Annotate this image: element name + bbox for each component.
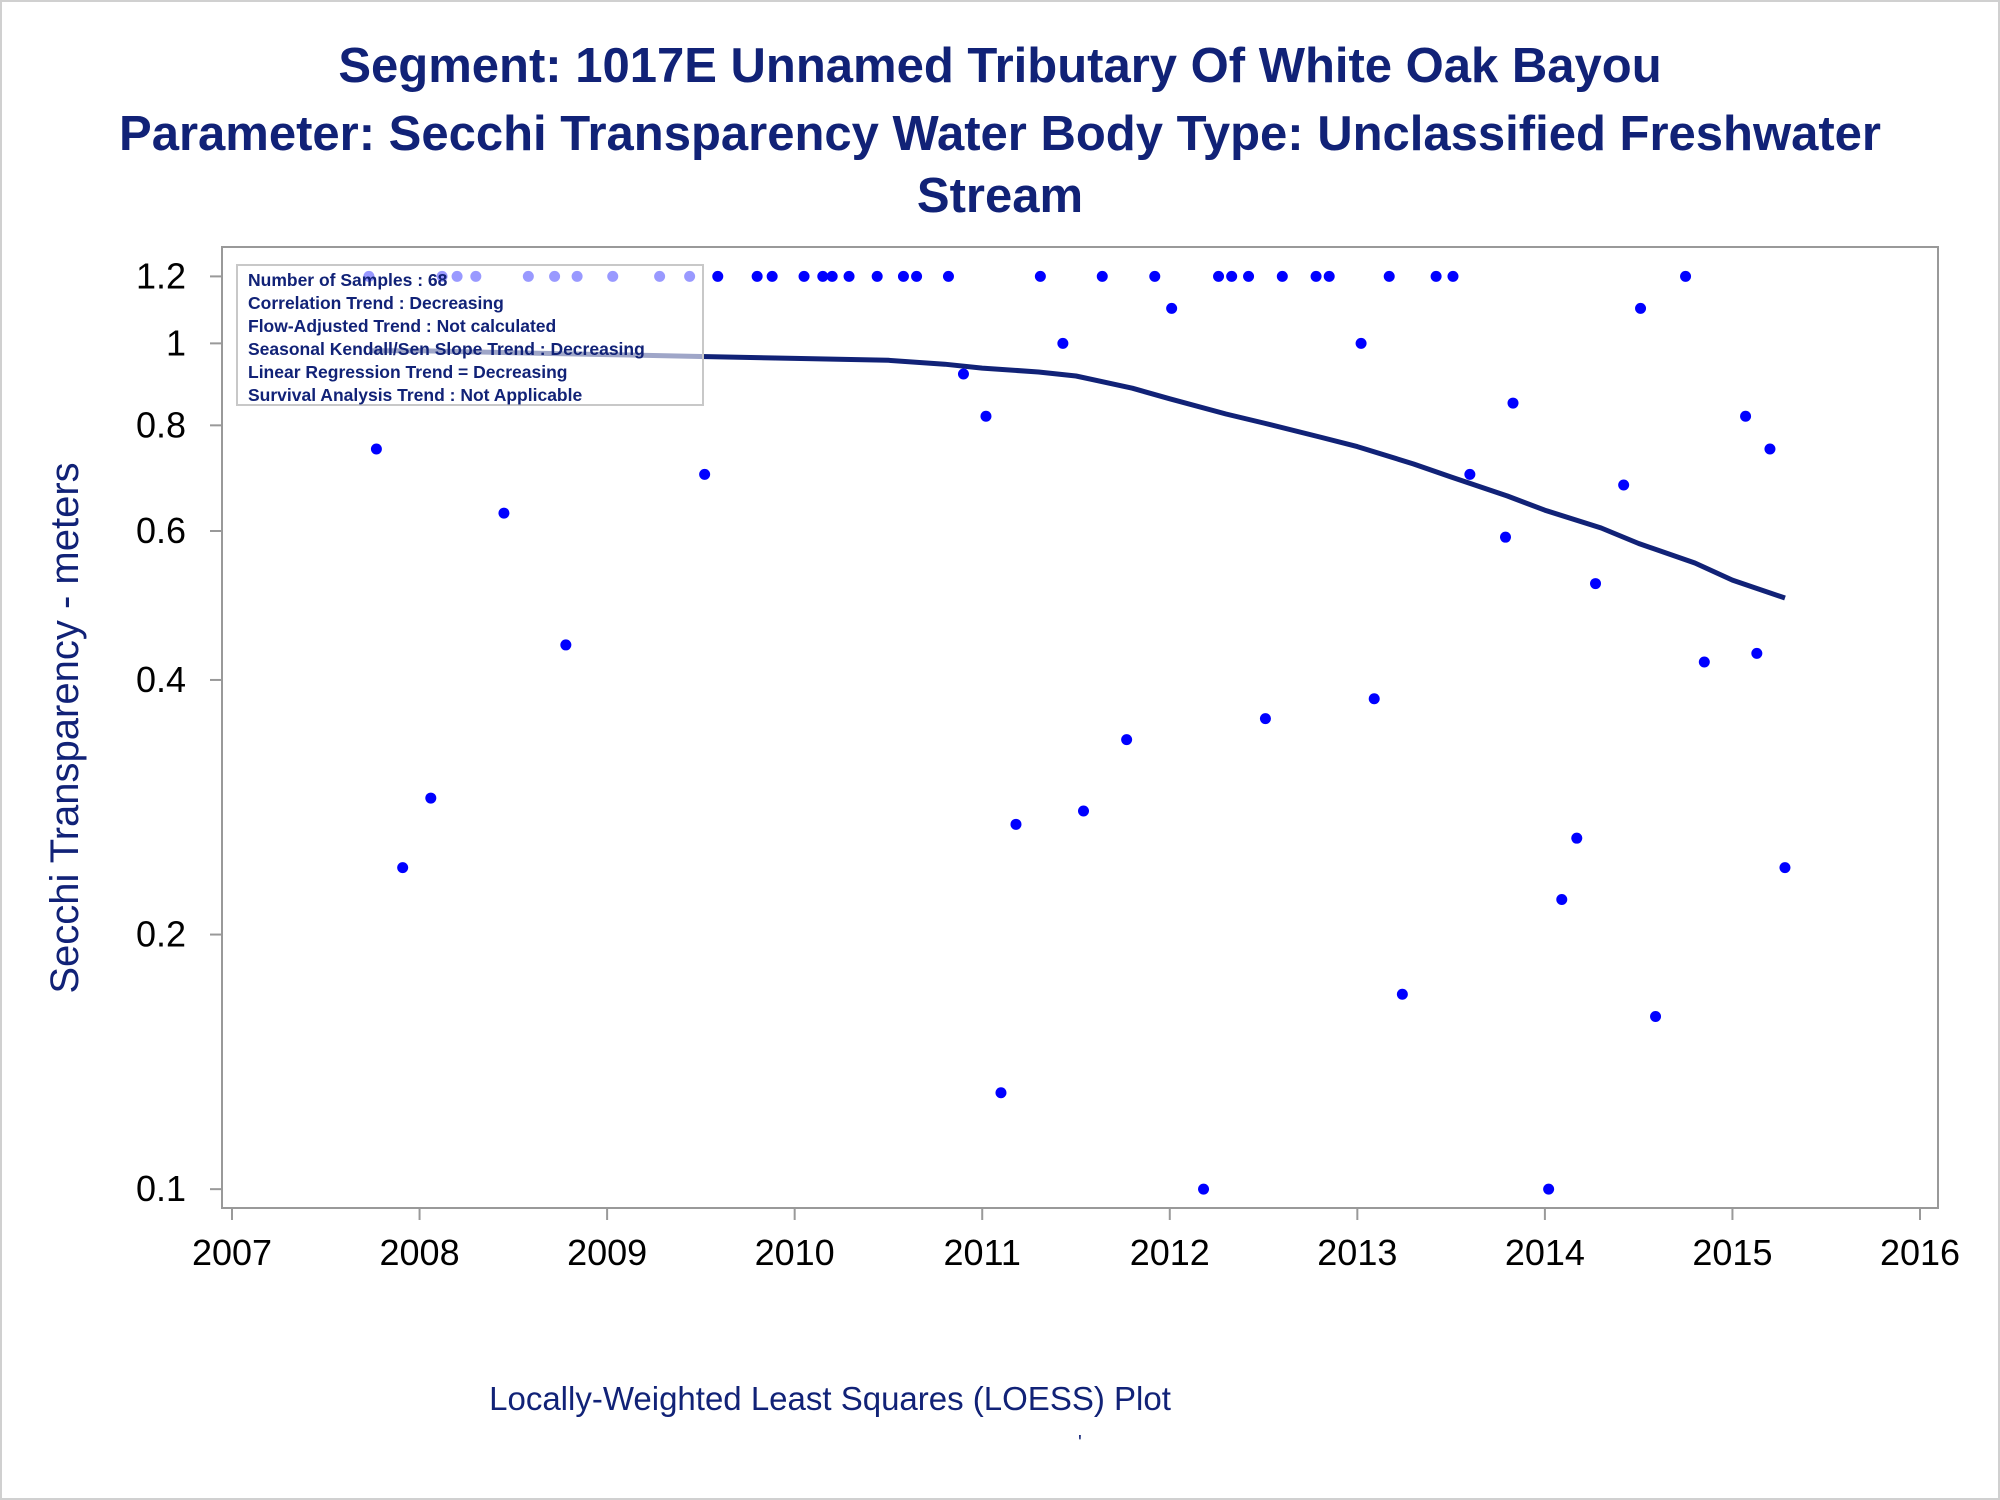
data-point [1368,693,1380,705]
stats-linear-regression-trend: Linear Regression Trend = Decreasing [248,362,568,382]
data-point [1010,818,1022,830]
data-point [798,270,810,282]
data-point [766,270,778,282]
y-tick-label: 1.2 [136,255,186,296]
data-point [1276,270,1288,282]
footnote-mark: ' [1078,1432,1082,1454]
data-point [843,270,855,282]
y-tick-label: 1 [166,322,186,363]
data-point [1500,531,1512,543]
data-point [1635,302,1647,314]
data-point [871,270,883,282]
data-point [957,368,969,380]
data-point [1383,270,1395,282]
data-point [1571,832,1583,844]
data-point [1740,410,1752,422]
data-point [1057,337,1069,349]
stats-box: Number of Samples : 68 Correlation Trend… [236,264,704,406]
data-point [1034,270,1046,282]
x-tick-label: 2008 [380,1232,460,1273]
stats-correlation-trend: Correlation Trend : Decreasing [248,293,504,313]
data-point [1355,337,1367,349]
y-tick-label: 0.1 [136,1168,186,1209]
chart-title-line-1: Segment: 1017E Unnamed Tributary Of Whit… [338,39,1662,93]
y-axis-label: Secchi Transparency - meters [43,462,87,993]
data-point [1121,734,1133,746]
x-tick-label: 2007 [192,1232,272,1273]
data-point [1698,656,1710,668]
stats-number-of-samples: Number of Samples : 68 [248,270,448,290]
x-tick-label: 2011 [944,1232,1021,1273]
data-point [1618,479,1630,491]
x-tick-label: 2014 [1505,1232,1585,1273]
stats-seasonal-kendall-trend: Seasonal Kendall/Sen Slope Trend : Decre… [248,339,645,359]
data-point [1751,647,1763,659]
y-tick-label: 0.6 [136,510,186,551]
data-point [1149,270,1161,282]
data-point [1447,270,1459,282]
data-point [1166,302,1178,314]
y-tick-label: 0.8 [136,404,186,445]
data-point [1764,443,1776,455]
data-point [1323,270,1335,282]
data-point [1680,270,1692,282]
stats-flow-adjusted-trend: Flow-Adjusted Trend : Not calculated [248,316,557,336]
x-tick-label: 2010 [755,1232,835,1273]
data-point [980,410,992,422]
x-tick-label: 2016 [1880,1232,1960,1273]
chart-title-line-3: Stream [916,169,1084,223]
data-point [1213,270,1225,282]
data-point [826,270,838,282]
data-point [817,270,829,282]
data-point [897,270,909,282]
data-point [1096,270,1108,282]
y-tick-label: 0.2 [136,914,186,955]
data-point [1650,1011,1662,1023]
chart-title-line-2: Parameter: Secchi Transparency Water Bod… [119,107,1881,161]
data-point [425,792,437,804]
data-point [370,443,382,455]
data-point [1259,713,1271,725]
data-point [1198,1183,1210,1195]
data-point [911,270,923,282]
data-point [1464,468,1476,480]
data-point [1590,578,1602,590]
y-tick-label: 0.4 [136,659,186,700]
data-point [1078,805,1090,817]
x-tick-label: 2013 [1317,1232,1397,1273]
x-tick-label: 2015 [1692,1232,1772,1273]
data-point [560,639,572,651]
data-point [1226,270,1238,282]
data-point [1396,988,1408,1000]
x-tick-label: 2012 [1130,1232,1210,1273]
plot-area-frame [221,246,1939,1209]
data-point [1556,894,1568,906]
data-point [712,270,724,282]
stats-survival-analysis-trend: Survival Analysis Trend : Not Applicable [248,385,583,405]
data-point [1430,270,1442,282]
data-point [751,270,763,282]
footnote: Locally-Weighted Least Squares (LOESS) P… [489,1380,1171,1417]
data-point [1243,270,1255,282]
data-point [1310,270,1322,282]
data-point [1507,397,1519,409]
data-point [699,468,711,480]
data-point [1543,1183,1555,1195]
data-point [995,1087,1007,1099]
data-point [942,270,954,282]
loess-curve [368,348,1786,601]
data-point [498,507,510,519]
data-point [397,862,409,874]
x-tick-label: 2009 [567,1232,647,1273]
data-point [1779,862,1791,874]
